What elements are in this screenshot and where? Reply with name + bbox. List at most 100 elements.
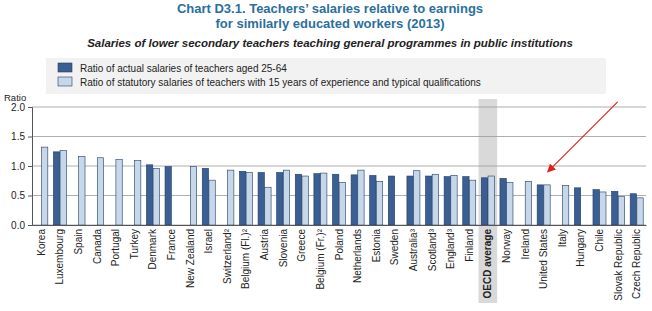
x-tick: Israel [203,225,214,253]
x-tick-label: Slovak Republic [613,229,624,301]
chart: Chart D3.1. Teachers’ salaries relative … [0,0,652,311]
x-tick-label: Estonia [371,229,382,263]
x-tick-label: United States [538,229,549,289]
x-tick-label: Portugal [110,229,121,266]
x-tick-label: Ireland [520,229,531,260]
bar [370,175,376,225]
bar [339,183,345,225]
x-tick-label: Austria [259,229,270,261]
x-tick-label: Poland [334,229,345,260]
x-tick: Slovak Republic [613,225,624,301]
y-tick-mark [28,137,32,138]
x-tick: Ireland [520,225,531,260]
title: for similarly educated workers (2013) [215,16,444,31]
bar [97,158,103,225]
bar [376,181,382,225]
x-tick: Austria [259,225,270,260]
x-tick-label: Greece [296,229,307,262]
bar [481,178,487,225]
bar [165,167,171,225]
bar [544,185,550,225]
x-axis: KoreaLuxembourgSpainCanadaPortugalTurkey… [33,225,647,301]
bar [209,180,215,225]
x-tick-label: Finland [464,229,475,262]
bar [574,188,580,225]
y-tick: 2.0 [11,102,32,113]
bar [351,175,357,225]
y-tick-mark [28,225,32,226]
x-tick: Denmark [147,225,158,270]
bar [414,171,420,225]
bar [277,172,283,225]
bar [283,170,289,225]
bar [507,183,513,225]
bar [202,168,208,225]
y-tick-label: 2.0 [11,102,25,113]
x-tick-label: Chile [594,229,605,252]
x-tick-label: Spain [73,229,84,255]
x-tick: Scotland³ [427,225,438,271]
bar [407,176,413,225]
bar [488,176,494,225]
bar [60,151,66,225]
bar [630,194,636,225]
bar [321,173,327,225]
plot: 0.00.51.01.52.0KoreaLuxembourgSpainCanad… [11,99,646,303]
x-tick-label: Australia³ [408,228,419,271]
y-tick-mark [28,107,32,108]
x-tick-label: Netherlands [352,229,363,283]
bar [190,167,196,225]
x-tick: OECD average [482,225,493,298]
bar [53,152,59,225]
x-tick: Hungary [575,225,586,267]
bar [500,178,506,225]
x-tick-label: Turkey [129,229,140,259]
x-tick: Portugal [110,225,121,266]
bar [146,165,152,225]
y-tick-mark [28,196,32,197]
bar [79,157,85,225]
x-tick-label: Belgium (Fl.)² [240,228,251,289]
x-tick: Sweden [389,225,400,265]
x-tick: Spain [73,225,84,255]
x-tick-label: Czech Republic [631,229,642,299]
x-tick: Netherlands [352,225,363,283]
x-tick: United States [538,225,549,289]
bar [41,147,47,225]
y-tick-label: 0.0 [11,220,25,231]
bar [637,198,643,225]
x-tick-label: New Zealand [185,229,196,288]
x-tick-label: Korea [36,229,47,256]
x-tick: Italy [557,225,568,247]
x-tick: Norway [501,225,512,263]
y-tick: 1.0 [11,161,32,172]
x-tick-label: Sweden [389,229,400,265]
x-tick: New Zealand [185,225,196,288]
x-tick: Belgium (Fr.)² [315,225,326,290]
bar [426,176,432,225]
bar [332,174,338,225]
bar [562,185,568,225]
bar [265,187,271,225]
bar [593,190,599,225]
x-tick-label: France [166,229,177,261]
y-tick-label: 1.5 [11,131,25,142]
bar [444,177,450,225]
x-tick-label: Norway [501,229,512,263]
grid-line [32,107,646,108]
bar [469,180,475,225]
legend-label: Ratio of actual salaries of teachers age… [80,63,287,74]
bar [463,177,469,225]
x-tick: Belgium (Fl.)² [240,225,251,289]
grid-line [32,136,646,137]
y-tick-label: 1.0 [11,161,25,172]
x-tick: Chile [594,225,605,252]
bar [258,172,264,225]
x-tick: France [166,225,177,260]
y-tick-label: 0.5 [11,190,25,201]
bar [618,197,624,225]
x-tick: Czech Republic [631,225,642,299]
bar [612,191,618,225]
legend-swatch [58,77,72,86]
subtitle: Salaries of lower secondary teachers tea… [87,37,573,49]
